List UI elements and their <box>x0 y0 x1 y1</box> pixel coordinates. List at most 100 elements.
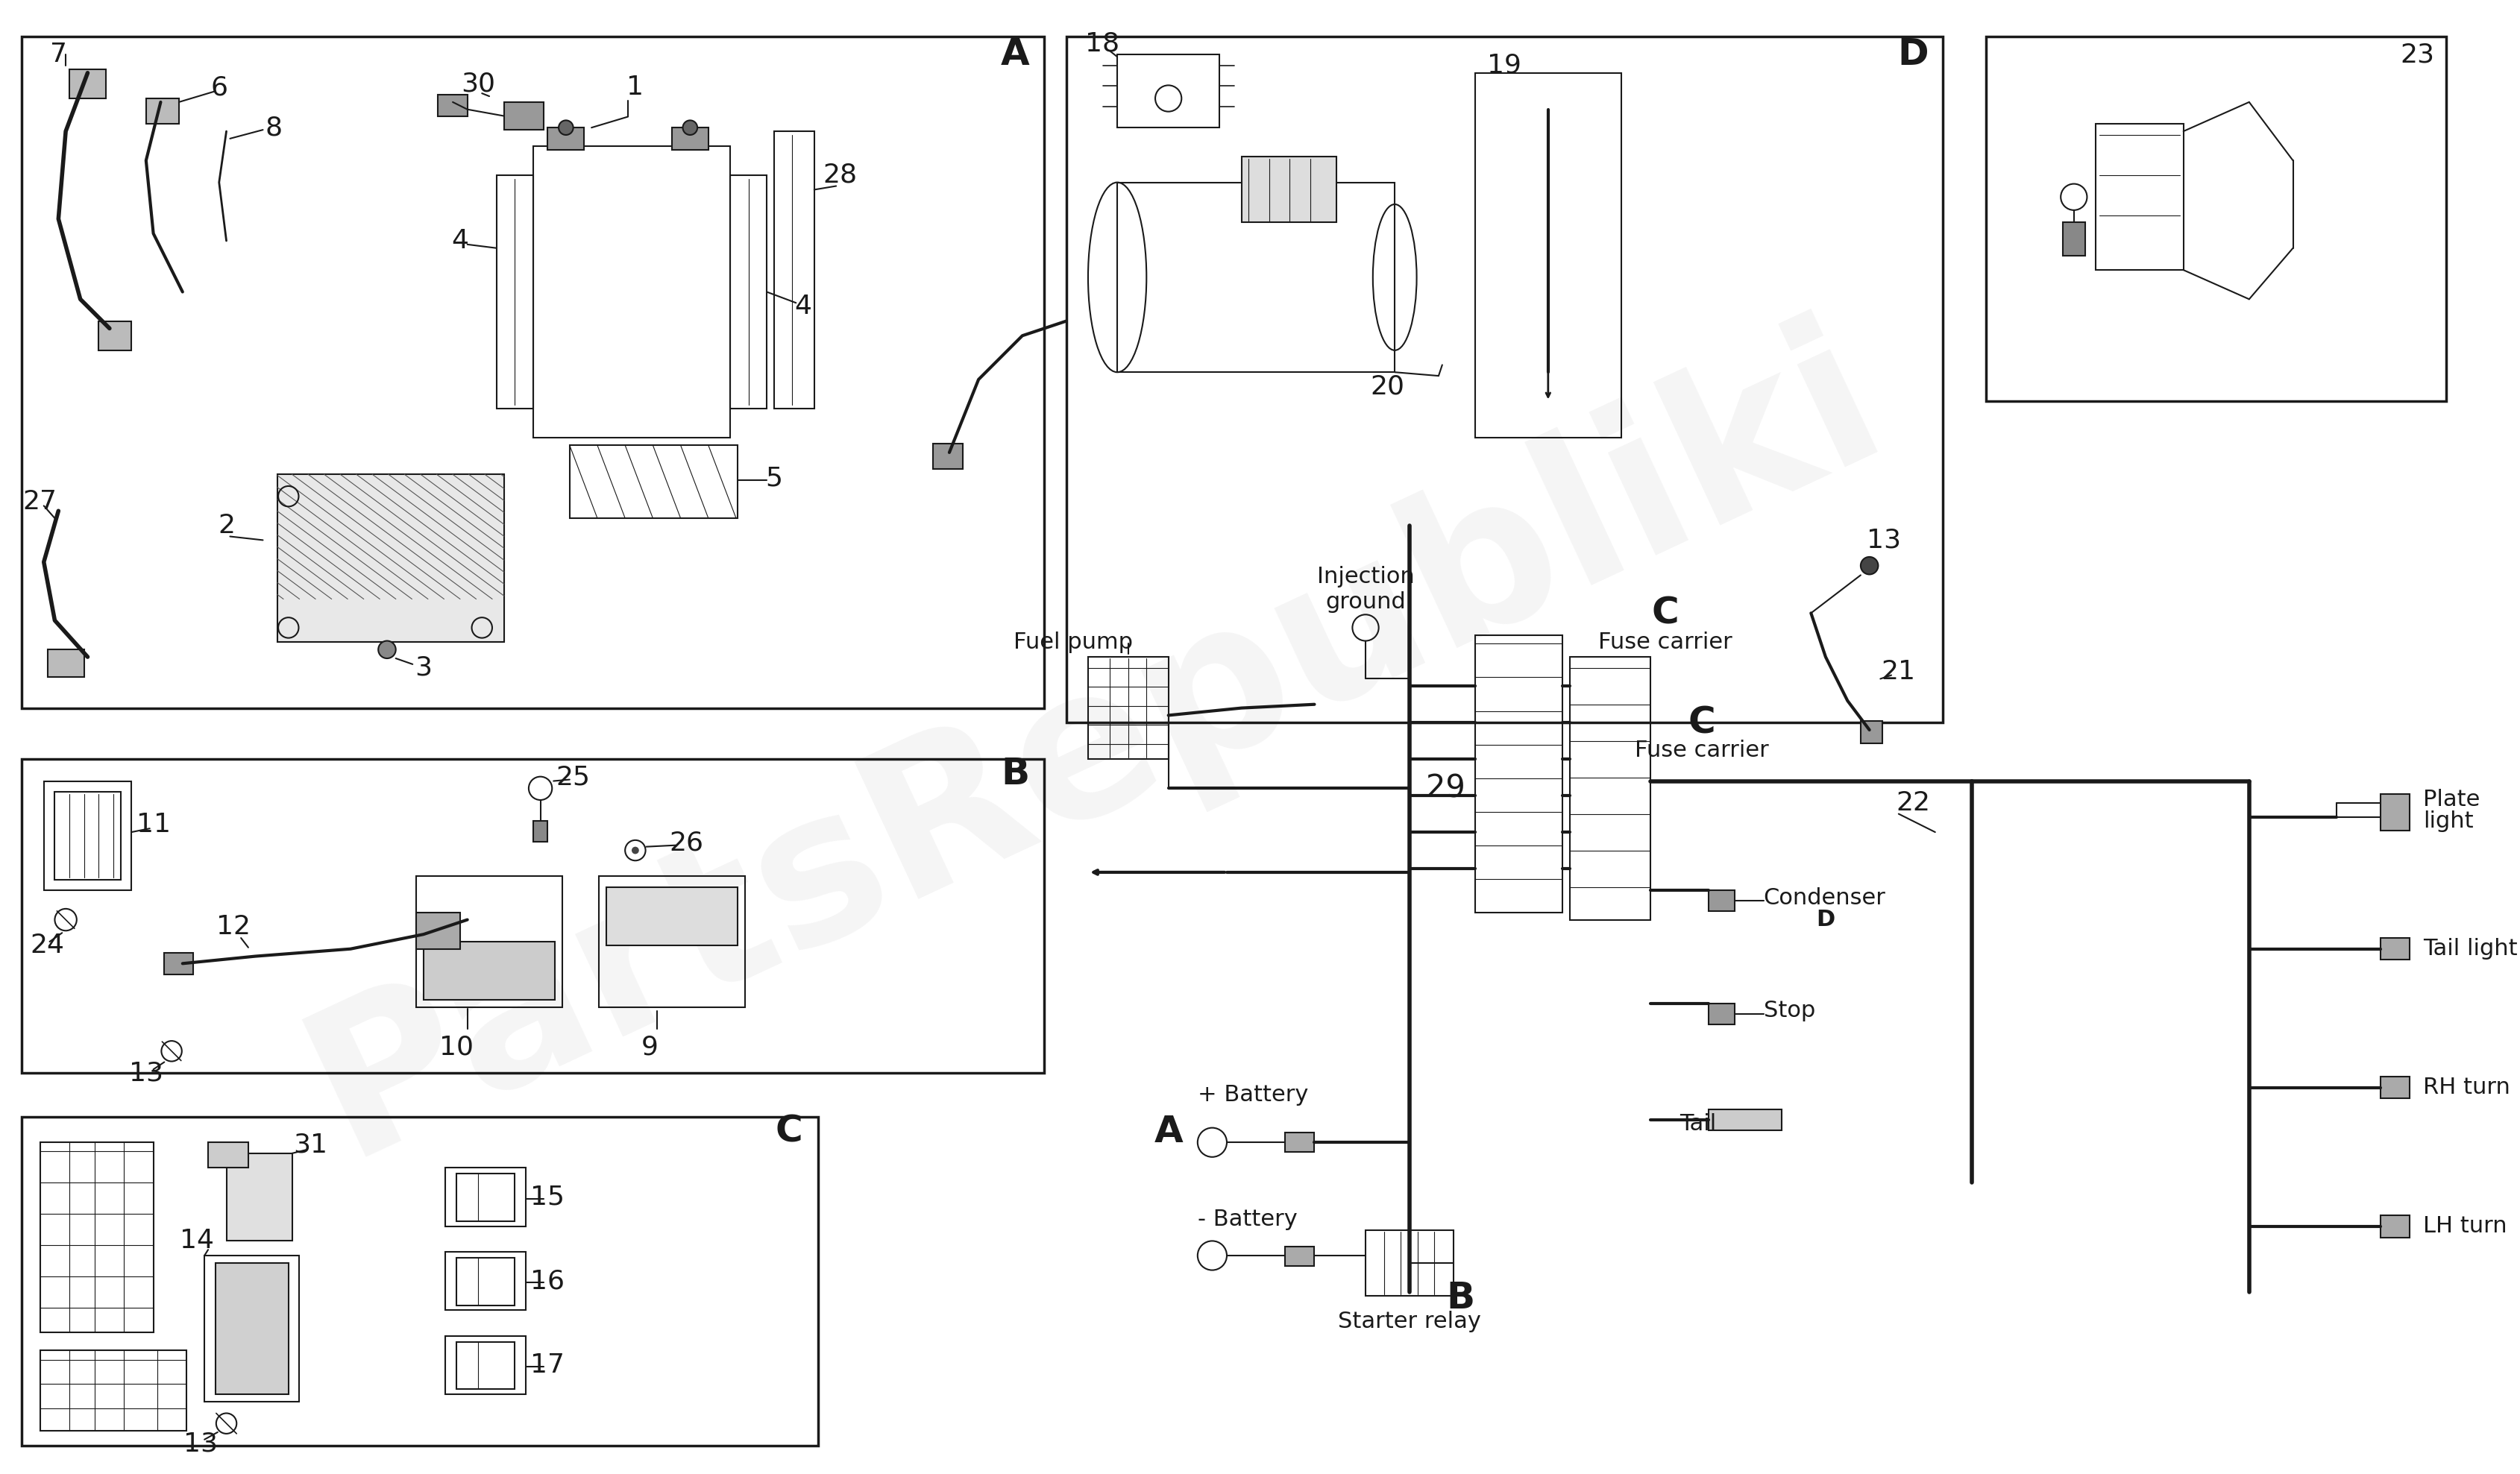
Bar <box>2379 937 2409 960</box>
Text: 13: 13 <box>184 1431 217 1456</box>
Bar <box>1709 1004 1734 1024</box>
Text: D: D <box>1814 909 1835 930</box>
Bar <box>547 128 585 149</box>
Bar <box>43 781 131 890</box>
Bar <box>277 475 504 643</box>
Text: 2: 2 <box>217 513 234 538</box>
Bar <box>164 952 194 974</box>
Bar <box>504 102 544 130</box>
Text: 28: 28 <box>822 162 857 187</box>
Bar <box>570 445 738 519</box>
Text: light: light <box>2422 811 2472 831</box>
Circle shape <box>559 121 572 136</box>
Bar <box>1709 1110 1782 1131</box>
Text: 12: 12 <box>217 914 252 940</box>
Bar <box>423 942 554 999</box>
Bar <box>496 175 532 408</box>
Text: 10: 10 <box>438 1035 474 1060</box>
Bar <box>1116 183 1394 373</box>
Bar <box>446 1251 527 1310</box>
Text: 20: 20 <box>1371 374 1404 399</box>
Circle shape <box>633 846 638 853</box>
Text: Fuse carrier: Fuse carrier <box>1633 740 1769 761</box>
Text: Plate: Plate <box>2422 789 2480 811</box>
Text: Tail light: Tail light <box>2422 937 2517 960</box>
Circle shape <box>683 121 698 136</box>
Text: 9: 9 <box>640 1035 658 1060</box>
Bar <box>55 792 121 880</box>
Circle shape <box>378 641 396 659</box>
Polygon shape <box>277 475 504 643</box>
Text: 8: 8 <box>265 115 282 140</box>
Text: Fuse carrier: Fuse carrier <box>1598 631 1731 653</box>
Text: 30: 30 <box>461 71 496 96</box>
Bar <box>532 821 547 842</box>
Bar <box>605 887 738 945</box>
Text: 13: 13 <box>1867 528 1900 553</box>
Bar <box>23 759 1043 1073</box>
Text: 19: 19 <box>1487 53 1522 78</box>
Bar <box>227 1153 292 1241</box>
Bar <box>932 444 963 469</box>
Bar <box>2094 124 2182 270</box>
Text: ground: ground <box>1326 591 1406 613</box>
Bar <box>209 1142 247 1167</box>
Bar <box>23 1117 816 1446</box>
Text: 6: 6 <box>212 75 227 100</box>
Bar <box>1986 37 2444 401</box>
Text: 4: 4 <box>451 228 469 254</box>
Bar <box>1709 890 1734 911</box>
Text: 31: 31 <box>292 1132 328 1157</box>
Bar <box>774 131 814 408</box>
Bar <box>214 1263 287 1394</box>
Text: B: B <box>1000 756 1028 792</box>
Text: A: A <box>1000 37 1028 72</box>
Bar <box>456 1341 514 1389</box>
Bar <box>446 1167 527 1226</box>
Text: 21: 21 <box>1880 659 1915 684</box>
Bar <box>446 1335 527 1394</box>
Bar <box>532 146 731 438</box>
Bar <box>40 1350 186 1431</box>
Text: 16: 16 <box>529 1269 564 1294</box>
Bar <box>731 175 766 408</box>
Bar <box>1474 72 1620 438</box>
Text: 5: 5 <box>766 466 781 491</box>
Bar <box>2061 223 2084 255</box>
Text: 4: 4 <box>794 293 811 320</box>
Text: 22: 22 <box>1895 790 1930 815</box>
Text: C: C <box>1651 595 1678 631</box>
Bar <box>600 876 743 1007</box>
Bar <box>204 1256 300 1402</box>
Text: 11: 11 <box>136 812 171 837</box>
Text: 23: 23 <box>2399 41 2434 68</box>
Bar <box>40 1142 154 1332</box>
Bar <box>2379 794 2409 831</box>
Text: + Battery: + Battery <box>1197 1083 1308 1106</box>
Text: Fuel pump: Fuel pump <box>1013 631 1134 653</box>
Text: 7: 7 <box>50 41 68 68</box>
Text: 26: 26 <box>670 830 703 856</box>
Text: C: C <box>1688 705 1714 740</box>
Bar <box>438 94 466 116</box>
Text: - Battery: - Battery <box>1197 1209 1298 1229</box>
Bar <box>1285 1134 1313 1151</box>
Text: LH turn: LH turn <box>2422 1216 2507 1237</box>
Text: Injection: Injection <box>1315 566 1414 588</box>
Text: 25: 25 <box>557 765 590 790</box>
Bar <box>416 876 562 1007</box>
Bar <box>1860 721 1882 743</box>
Text: B: B <box>1446 1279 1474 1316</box>
Bar <box>2379 1076 2409 1098</box>
Bar <box>1474 635 1562 912</box>
Bar <box>98 321 131 351</box>
Bar <box>48 650 83 678</box>
Text: 3: 3 <box>416 654 431 681</box>
Bar <box>1366 1229 1452 1296</box>
Bar <box>1285 1247 1313 1266</box>
Bar <box>456 1257 514 1304</box>
Bar <box>146 99 179 124</box>
Text: Condenser: Condenser <box>1764 887 1885 908</box>
Text: 24: 24 <box>30 933 66 958</box>
Text: RH turn: RH turn <box>2422 1077 2510 1098</box>
